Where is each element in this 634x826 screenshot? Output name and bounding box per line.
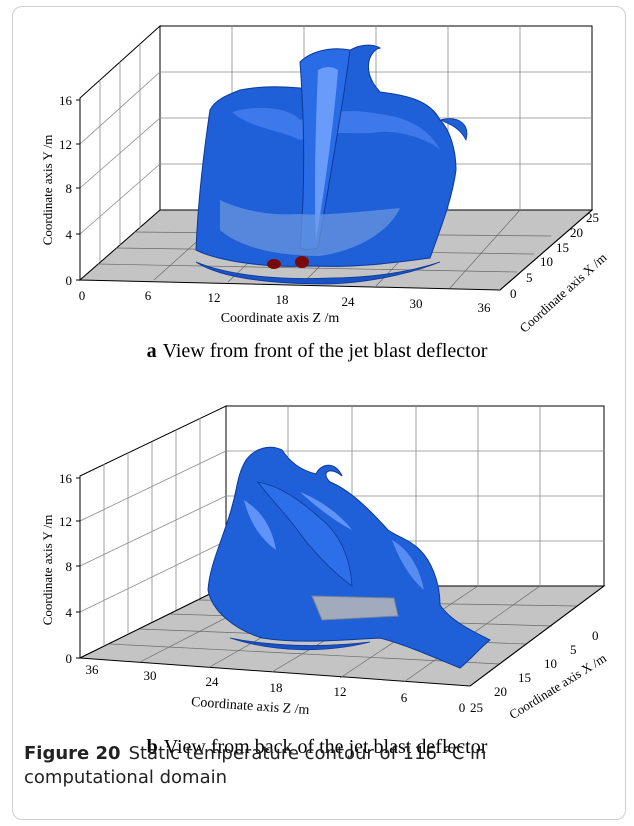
x-tick: 20 — [570, 225, 583, 240]
figure-label: Figure 20 — [24, 743, 121, 764]
z-tick: 18 — [276, 292, 289, 307]
z-axis-a: 0 6 12 18 24 30 36 Coordinate axis Z /m — [79, 288, 491, 326]
z-tick: 18 — [270, 680, 283, 695]
z-tick: 36 — [86, 662, 100, 677]
y-tick: 0 — [66, 651, 73, 666]
figure-caption-text: Static temperature contour of 116 °C in … — [24, 743, 487, 788]
z-tick: 12 — [208, 290, 221, 305]
temperature-isosurface — [195, 44, 468, 285]
panel-a-caption: a View from front of the jet blast deflec… — [0, 340, 634, 363]
left-wall-grid — [79, 418, 227, 646]
z-axis-title: Coordinate axis Z /m — [191, 695, 310, 718]
y-tick: 4 — [66, 605, 73, 620]
z-tick: 30 — [410, 296, 423, 311]
panel-a-caption-text: View from front of the jet blast deflect… — [162, 340, 488, 362]
panel-a: 0 4 8 12 16 Coordinate axis Y /m 0 6 12 … — [0, 0, 634, 380]
y-tick: 16 — [59, 471, 73, 486]
x-tick: 25 — [586, 210, 599, 225]
z-axis-title: Coordinate axis Z /m — [221, 311, 340, 326]
x-tick: 15 — [556, 240, 569, 255]
x-tick: 5 — [526, 270, 533, 285]
y-tick: 16 — [59, 93, 73, 108]
y-tick: 8 — [66, 181, 73, 196]
y-tick: 4 — [66, 227, 73, 242]
hot-spot-left — [267, 259, 281, 269]
y-axis-title: Coordinate axis Y /m — [40, 515, 55, 626]
x-tick: 5 — [570, 642, 577, 657]
z-tick: 24 — [206, 674, 220, 689]
deflector-plate — [311, 595, 399, 621]
panel-b-label: b — [146, 736, 158, 758]
x-tick: 15 — [518, 670, 531, 685]
x-tick: 20 — [494, 684, 507, 699]
left-wall-grid — [79, 44, 161, 262]
x-tick: 10 — [544, 656, 557, 671]
x-axis-title: Coordinate axis X /m — [506, 650, 609, 722]
panel-b-plot: 0 4 8 12 16 Coordinate axis Y /m 36 30 2… — [40, 405, 609, 722]
panel-b-caption: b View from back of the jet blast deflect… — [0, 736, 634, 759]
y-axis-b: 0 4 8 12 16 Coordinate axis Y /m — [40, 471, 81, 666]
z-tick: 6 — [145, 288, 152, 303]
z-tick: 36 — [478, 300, 492, 315]
y-axis-a: 0 4 8 12 16 Coordinate axis Y /m — [40, 93, 81, 288]
temperature-isosurface — [207, 446, 491, 669]
panel-b: 0 4 8 12 16 Coordinate axis Y /m 36 30 2… — [0, 390, 634, 758]
x-tick: 25 — [470, 700, 483, 715]
panel-a-plot: 0 4 8 12 16 Coordinate axis Y /m 0 6 12 … — [40, 24, 609, 336]
z-tick: 30 — [144, 668, 157, 683]
x-tick: 10 — [540, 254, 553, 269]
hot-spot-right — [295, 256, 309, 268]
x-tick: 0 — [510, 286, 517, 301]
figure-caption: Figure 20 Static temperature contour of 1… — [24, 742, 604, 790]
y-tick: 12 — [59, 514, 72, 529]
x-tick: 0 — [592, 628, 599, 643]
y-tick: 12 — [59, 137, 72, 152]
y-axis-title: Coordinate axis Y /m — [40, 135, 55, 246]
panel-a-label: a — [146, 340, 157, 362]
y-tick: 0 — [66, 273, 73, 288]
z-tick: 0 — [79, 288, 86, 303]
z-tick: 12 — [334, 684, 347, 699]
z-tick: 0 — [459, 700, 466, 715]
y-tick: 8 — [66, 559, 73, 574]
z-tick: 6 — [401, 690, 408, 705]
panel-b-caption-text: View from back of the jet blast deflecto… — [163, 736, 488, 758]
z-tick: 24 — [342, 294, 356, 309]
